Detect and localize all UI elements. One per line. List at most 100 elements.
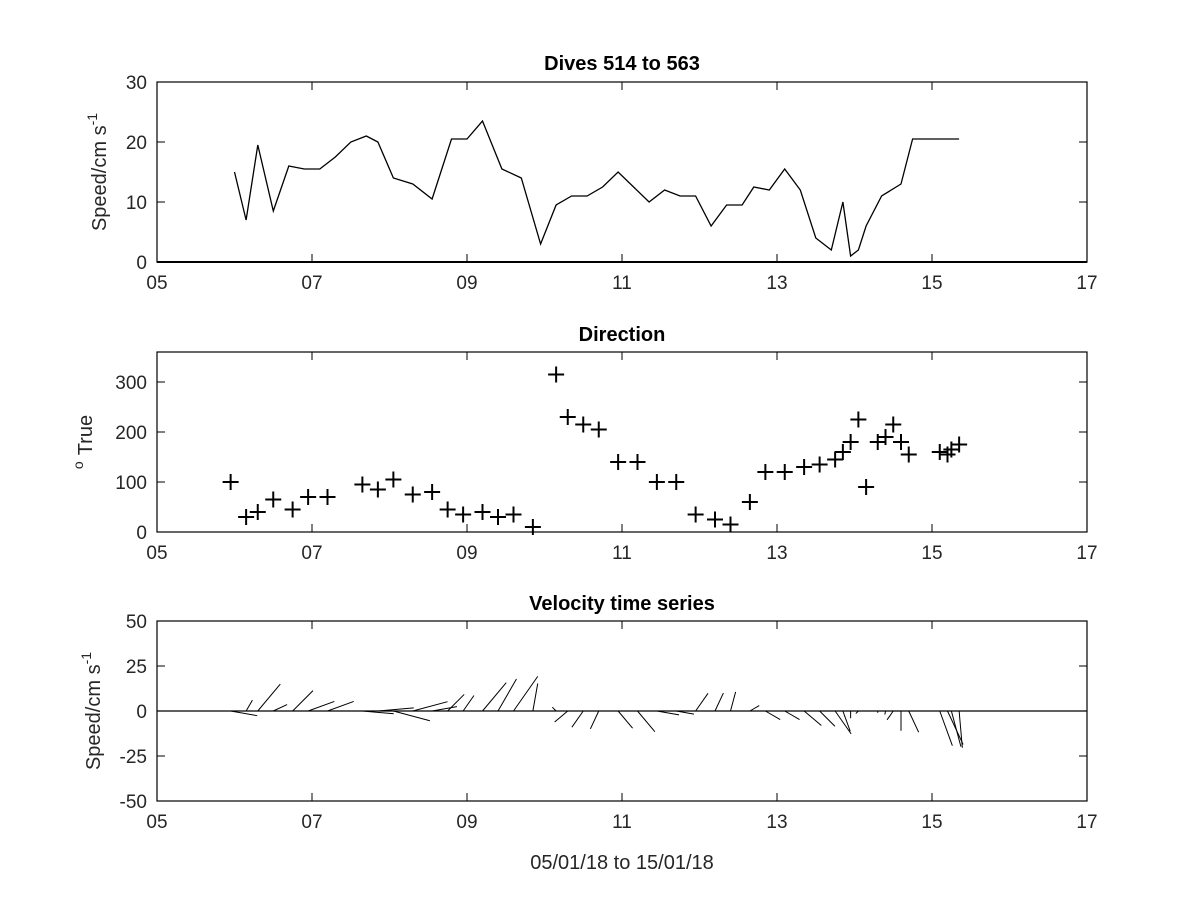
direction-point [842, 434, 859, 450]
velocity-stick [482, 682, 507, 712]
direction-point [249, 504, 266, 520]
velocity-x-tick-label: 13 [766, 812, 787, 833]
direction-point [877, 429, 894, 445]
speed-panel: Dives 514 to 563 Speed/cm s-1 05 07 09 11 13… [84, 53, 1098, 294]
direction-point [951, 436, 968, 453]
velocity-x-tick-label: 05 [146, 812, 167, 833]
direction-point [834, 444, 851, 460]
velocity-stick [656, 710, 680, 716]
direction-x-tick-label: 17 [1076, 543, 1097, 564]
velocity-stick [695, 693, 709, 712]
direction-chart-title: Direction [579, 324, 666, 346]
direction-point [757, 464, 774, 480]
direction-point [707, 511, 723, 528]
velocity-x-tick-label: 09 [456, 812, 477, 833]
direction-point [238, 509, 255, 525]
speed-y-tick-label: 10 [126, 193, 147, 214]
velocity-stick [292, 690, 314, 712]
velocity-stick [554, 710, 569, 723]
velocity-stick [447, 694, 465, 712]
velocity-x-axis-label: 05/01/18 to 15/01/18 [530, 852, 714, 874]
velocity-stick [855, 710, 859, 714]
speed-x-tick-label: 17 [1076, 273, 1097, 294]
velocity-stick [589, 710, 600, 730]
velocity-stick [412, 701, 448, 712]
speed-y-tick-label: 20 [126, 133, 147, 154]
velocity-stick [950, 710, 962, 747]
velocity-stick [749, 705, 760, 712]
velocity-y-axis-label: Speed/cm s-1 [78, 652, 105, 770]
velocity-stick [377, 707, 414, 712]
speed-x-tick-label: 07 [301, 273, 322, 294]
direction-y-tick-label: 200 [115, 423, 147, 444]
speed-ticks: 05 07 09 11 13 15 17 0 10 20 30 [126, 73, 1098, 294]
direction-point [385, 471, 402, 488]
direction-point [610, 454, 627, 470]
velocity-stick [393, 710, 431, 722]
direction-ticks: 05 07 09 11 13 15 17 0 100 200 300 [115, 352, 1098, 564]
direction-point [559, 409, 576, 425]
direction-x-tick-label: 13 [766, 543, 787, 564]
direction-point [668, 474, 685, 490]
direction-series [222, 366, 968, 535]
velocity-stick [513, 676, 539, 712]
direction-panel: Direction oTrue 05 07 09 11 13 15 17 0 100 200 300 [70, 324, 1098, 564]
velocity-y-tick-label: 25 [126, 657, 147, 678]
velocity-stick [958, 710, 963, 748]
speed-y-tick-label: 0 [136, 253, 147, 274]
velocity-ticks: 05 07 09 11 13 15 17 -50 -25 0 25 50 [120, 612, 1098, 833]
direction-point [490, 509, 506, 525]
velocity-stick [886, 710, 894, 721]
direction-x-tick-label: 11 [612, 543, 632, 564]
speed-x-tick-label: 11 [612, 273, 632, 294]
direction-point [722, 516, 739, 533]
velocity-stick [327, 700, 354, 712]
velocity-stick [245, 699, 253, 712]
speed-x-tick-label: 09 [456, 273, 477, 294]
direction-point [687, 506, 704, 523]
velocity-stick [307, 700, 335, 712]
direction-point [575, 416, 592, 433]
velocity-x-tick-label: 17 [1076, 812, 1097, 833]
velocity-stick [273, 704, 288, 712]
speed-line [233, 119, 960, 258]
direction-y-tick-label: 100 [115, 473, 147, 494]
direction-point [811, 456, 828, 473]
velocity-stick [765, 710, 781, 720]
direction-point [648, 474, 665, 490]
speed-chart-title: Dives 514 to 563 [544, 53, 700, 75]
speed-y-axis-label: Speed/cm s-1 [84, 113, 111, 231]
direction-point [265, 491, 282, 508]
velocity-chart-title: Velocity time series [529, 593, 715, 615]
velocity-y-tick-label: -25 [120, 747, 147, 768]
velocity-stick [532, 683, 539, 712]
velocity-stick [884, 710, 886, 715]
speed-x-tick-label: 05 [146, 273, 167, 294]
velocity-stick [939, 710, 953, 746]
direction-point [354, 476, 371, 493]
direction-point [524, 519, 541, 535]
direction-point [629, 454, 646, 470]
direction-x-tick-label: 09 [456, 543, 477, 564]
direction-point [300, 489, 317, 505]
direction-point [931, 444, 948, 460]
direction-point [893, 434, 909, 450]
direction-x-tick-label: 07 [301, 543, 322, 564]
direction-point [319, 489, 336, 505]
direction-point [827, 451, 844, 468]
direction-point [900, 446, 917, 463]
direction-y-tick-label: 0 [136, 523, 147, 544]
direction-point [590, 421, 607, 438]
direction-y-tick-label: 300 [115, 373, 147, 394]
velocity-x-tick-label: 11 [612, 812, 632, 833]
velocity-stick [842, 710, 851, 732]
velocity-stick [462, 695, 475, 712]
velocity-x-tick-label: 15 [921, 812, 942, 833]
direction-point [850, 411, 867, 428]
direction-point [455, 506, 472, 523]
velocity-stick [730, 691, 737, 712]
speed-series [157, 119, 1087, 263]
velocity-stick [362, 710, 394, 715]
direction-x-tick-label: 05 [146, 543, 167, 564]
